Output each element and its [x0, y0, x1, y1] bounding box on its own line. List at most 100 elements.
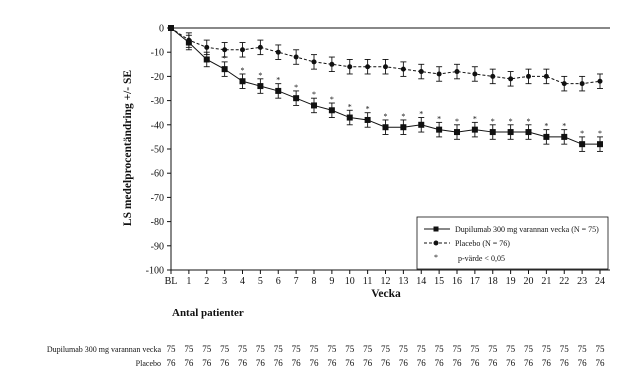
- data-point-placebo: [383, 64, 388, 70]
- significance-marker: *: [366, 105, 370, 114]
- x-tick-label: BL: [165, 276, 178, 287]
- patients-value: 76: [381, 358, 391, 368]
- significance-marker: *: [598, 129, 602, 138]
- legend-box: [416, 216, 609, 270]
- y-ticks: 0 -10 -20 -30 -40 -50 -60 -70 -80 -90 -100: [146, 24, 171, 277]
- y-tick-label: -40: [151, 120, 164, 131]
- patients-row-label-placebo: Placebo: [136, 359, 161, 368]
- data-point-dupilumab: [561, 133, 568, 140]
- y-tick-label: 0: [159, 24, 164, 35]
- patients-value: 76: [363, 358, 373, 368]
- patients-value: 76: [542, 358, 552, 368]
- y-tick-label: -60: [151, 169, 164, 180]
- legend: Dupilumab 300 mg varannan vecka (N = 75)…: [416, 216, 609, 270]
- patients-value: 76: [202, 358, 212, 368]
- x-tick-label: 21: [541, 276, 551, 287]
- y-tick-label: -90: [151, 241, 164, 252]
- data-point-placebo: [240, 47, 245, 53]
- data-point-placebo: [543, 73, 549, 79]
- patients-value: 75: [488, 344, 498, 354]
- data-point-dupilumab: [507, 129, 514, 136]
- data-point-dupilumab: [221, 66, 228, 73]
- data-point-dupilumab: [579, 141, 586, 148]
- patients-value: 75: [327, 344, 337, 354]
- patients-value: 75: [417, 344, 427, 354]
- x-tick-label: 18: [488, 276, 498, 287]
- significance-marker: *: [491, 117, 495, 126]
- x-tick-label: 20: [524, 276, 534, 287]
- legend-marker-placebo: [433, 240, 439, 246]
- patients-value: 76: [488, 358, 498, 368]
- y-tick-label: -50: [151, 145, 164, 156]
- data-point-placebo: [347, 64, 353, 70]
- x-tick-label: 11: [363, 276, 373, 287]
- patients-value: 75: [220, 344, 230, 354]
- patients-value: 75: [256, 344, 266, 354]
- patients-value: 76: [524, 358, 534, 368]
- x-tick-label: 16: [452, 276, 462, 287]
- patients-value: 76: [578, 358, 588, 368]
- y-tick-label: -30: [151, 96, 164, 107]
- data-point-dupilumab: [400, 124, 407, 131]
- x-tick-label: 12: [381, 276, 391, 287]
- x-tick-label: 6: [276, 276, 281, 287]
- data-point-dupilumab: [239, 78, 246, 85]
- data-point-dupilumab: [418, 121, 425, 128]
- y-tick-label: -70: [151, 193, 164, 204]
- patients-value: 76: [327, 358, 337, 368]
- patients-value: 76: [399, 358, 409, 368]
- patients-value: 75: [274, 344, 284, 354]
- x-tick-label: 19: [506, 276, 516, 287]
- patients-value: 75: [435, 344, 445, 354]
- data-point-placebo: [418, 69, 424, 75]
- patients-value: 75: [184, 344, 194, 354]
- data-point-placebo: [436, 71, 442, 77]
- patients-value: 75: [399, 344, 409, 354]
- patients-value: 76: [310, 358, 320, 368]
- patients-value: 76: [345, 358, 355, 368]
- data-point-dupilumab: [543, 133, 550, 140]
- significance-marker: *: [437, 114, 441, 123]
- patients-value: 75: [470, 344, 480, 354]
- significance-marker: *: [348, 102, 352, 111]
- data-point-dupilumab: [311, 102, 317, 109]
- y-tick-label: -100: [146, 266, 164, 277]
- data-point-dupilumab: [597, 141, 603, 148]
- patients-value: 76: [470, 358, 480, 368]
- patients-value: 76: [417, 358, 427, 368]
- patients-value: 75: [596, 344, 606, 354]
- data-point-placebo: [222, 47, 228, 53]
- x-tick-label: 5: [258, 276, 263, 287]
- x-ticks: BL 1 2 3 4 5 6 7 8 9 10 11 12 13 14 15 16 17 18 19 20 21 22 23 2…: [165, 270, 605, 287]
- significance-marker: *: [455, 117, 459, 126]
- significance-marker: *: [258, 71, 262, 80]
- data-point-dupilumab: [489, 129, 496, 136]
- patients-value: 76: [274, 358, 284, 368]
- data-point-placebo: [186, 37, 192, 43]
- x-tick-label: 23: [577, 276, 587, 287]
- y-axis-label: LS medelprocentändring +/- SE: [122, 70, 134, 227]
- data-point-placebo: [311, 59, 317, 65]
- data-point-placebo: [508, 76, 514, 82]
- patients-value: 75: [560, 344, 570, 354]
- data-point-placebo: [204, 44, 210, 50]
- data-point-dupilumab: [203, 56, 210, 63]
- patients-values: 75 75 75 75 75 75 75 75 75 75 75 75 75 75 75 75 75 75 75 75…: [167, 344, 606, 368]
- x-tick-label: 10: [345, 276, 355, 287]
- patients-value: 76: [435, 358, 445, 368]
- patients-value: 76: [256, 358, 266, 368]
- significance-marker: *: [294, 83, 298, 92]
- data-point-dupilumab: [328, 107, 335, 114]
- patients-value: 76: [167, 358, 177, 368]
- x-tick-label: 3: [222, 276, 227, 287]
- patients-value: 75: [381, 344, 391, 354]
- data-point-dupilumab: [471, 126, 478, 133]
- patients-value: 75: [345, 344, 355, 354]
- patients-value: 76: [506, 358, 516, 368]
- data-point-placebo: [490, 73, 496, 79]
- data-point-dupilumab: [257, 83, 264, 90]
- data-point-placebo: [400, 66, 406, 72]
- data-point-placebo: [257, 44, 263, 50]
- patients-table-title: Antal patienter: [172, 307, 244, 319]
